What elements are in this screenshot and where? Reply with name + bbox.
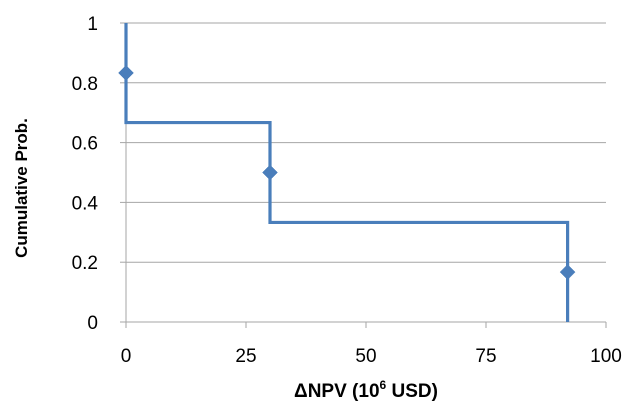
plot-area	[118, 23, 576, 322]
x-tick-label-2: 50	[355, 346, 376, 367]
x-tick-labels: 0 25 50 75 100	[121, 346, 622, 367]
axes	[120, 22, 607, 328]
y-tick-label-5: 1	[87, 14, 98, 35]
x-axis-label-superscript: 6	[380, 378, 387, 392]
y-tick-labels: 0 0.2 0.4 0.6 0.8 1	[72, 14, 99, 334]
x-tick-label-0: 0	[121, 346, 132, 367]
x-tick-label-3: 75	[475, 346, 496, 367]
x-tick-label-4: 100	[590, 346, 622, 367]
gridlines	[126, 22, 606, 263]
x-tick-label-1: 25	[235, 346, 256, 367]
y-tick-label-3: 0.6	[72, 134, 98, 155]
data-point-0	[118, 65, 134, 81]
y-tick-label-1: 0.2	[72, 253, 98, 274]
y-tick-label-2: 0.4	[72, 193, 99, 214]
y-tick-label-4: 0.8	[72, 74, 98, 95]
x-axis-label-main: ΔNPV (10	[294, 381, 379, 402]
y-axis-label: Cumulative Prob.	[12, 118, 31, 258]
data-point-2	[559, 264, 576, 280]
x-axis-label: ΔNPV (106 USD)	[294, 378, 438, 402]
data-point-1	[262, 164, 278, 181]
y-tick-label-0: 0	[87, 313, 98, 334]
step-line-series	[124, 23, 570, 322]
x-axis-label-suffix: USD)	[386, 381, 438, 402]
